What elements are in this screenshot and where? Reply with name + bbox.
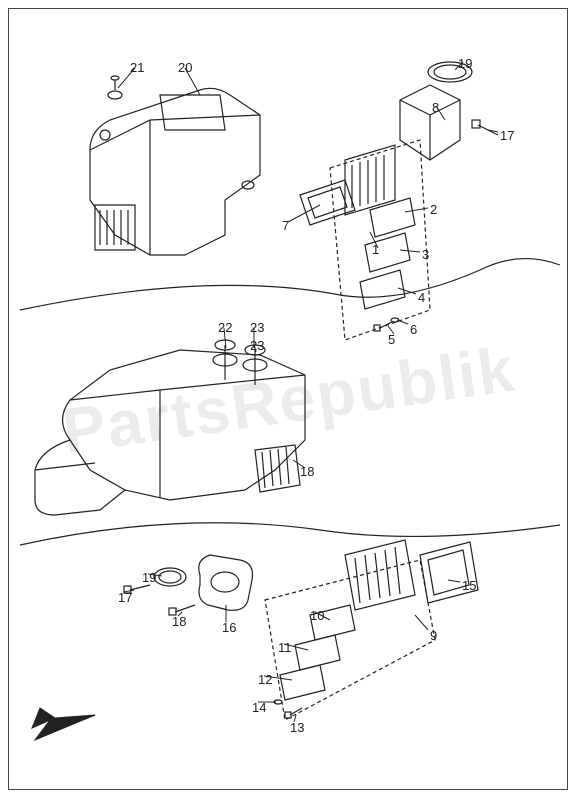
callout-21: 21 [130,60,144,75]
callout-23b: 23 [250,338,264,353]
callout-13: 13 [290,720,304,735]
callout-17: 17 [500,128,514,143]
callout-22: 22 [218,320,232,335]
upper-case-group [90,76,260,255]
callout-11: 11 [278,640,292,655]
callout-17b: 17 [118,590,132,605]
callout-19b: 19 [142,570,156,585]
callout-9: 9 [430,628,437,643]
lower-case-group [35,340,305,515]
callout-7: 7 [282,218,289,233]
callout-16: 16 [222,620,236,635]
upper-reed-assembly [300,62,498,340]
lower-reed-assembly [124,540,478,720]
callout-5: 5 [388,332,395,347]
callout-1: 1 [372,242,379,257]
callout-23: 23 [250,320,264,335]
separator-upper [20,259,560,310]
callout-20: 20 [178,60,192,75]
diagram-svg [0,0,578,800]
callout-15: 15 [462,578,476,593]
direction-arrow [32,708,95,740]
callout-14: 14 [252,700,266,715]
callout-2: 2 [430,202,437,217]
callout-6: 6 [410,322,417,337]
diagram-container: PartsRepublik [0,0,578,800]
callout-8: 8 [432,100,439,115]
callout-4: 4 [418,290,425,305]
separator-lower [20,523,560,545]
callout-19: 19 [458,56,472,71]
callout-3: 3 [422,247,429,262]
callout-10: 10 [310,608,324,623]
callout-12: 12 [258,672,272,687]
callout-18b: 18 [300,464,314,479]
callout-18: 18 [172,614,186,629]
